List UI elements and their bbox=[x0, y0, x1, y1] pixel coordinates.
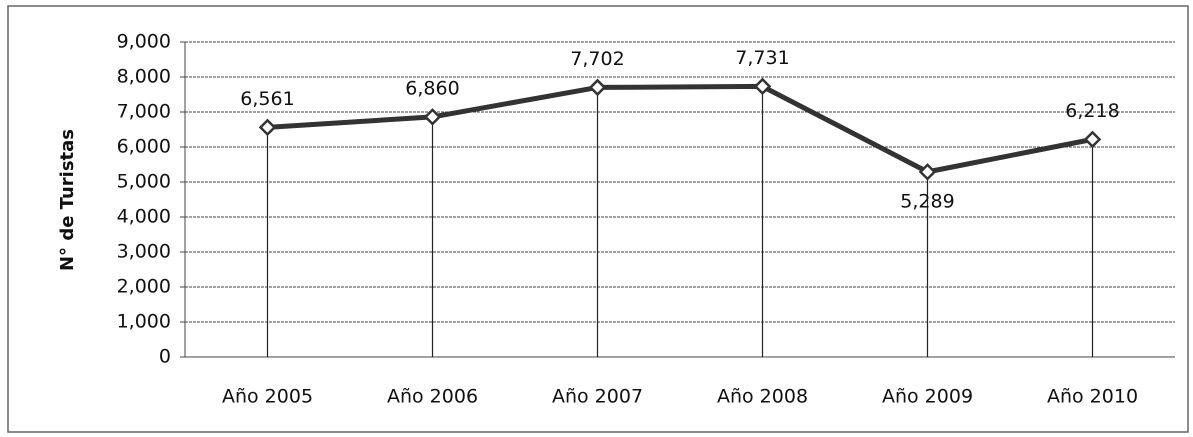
marker bbox=[258, 118, 277, 137]
y-tick-label: 7,000 bbox=[117, 101, 171, 123]
marker bbox=[753, 77, 772, 96]
data-label: 6,561 bbox=[240, 88, 294, 110]
marker bbox=[918, 163, 937, 181]
x-tick-label: Año 2007 bbox=[552, 386, 643, 408]
y-tick-label: 6,000 bbox=[117, 136, 171, 158]
marker bbox=[423, 108, 442, 126]
y-tick-label: 3,000 bbox=[117, 241, 171, 263]
data-label: 6,860 bbox=[405, 77, 459, 99]
data-label: 7,702 bbox=[570, 48, 624, 70]
y-tick-label: 8,000 bbox=[117, 66, 171, 88]
y-tick-label: 1,000 bbox=[117, 311, 171, 333]
x-tick-label: Año 2010 bbox=[1047, 386, 1138, 408]
data-label: 7,731 bbox=[735, 47, 789, 69]
x-tick-label: Año 2009 bbox=[882, 386, 973, 408]
y-axis-label: N° de Turistas bbox=[57, 129, 78, 271]
y-tick-label: 9,000 bbox=[117, 31, 171, 53]
x-tick-label: Año 2006 bbox=[387, 386, 478, 408]
marker bbox=[1083, 130, 1102, 149]
x-tick-label: Año 2008 bbox=[717, 386, 808, 408]
y-tick-label: 2,000 bbox=[117, 276, 171, 298]
data-label: 5,289 bbox=[900, 190, 954, 212]
line bbox=[267, 83, 1093, 175]
y-tick-label: 5,000 bbox=[117, 171, 171, 193]
y-tick-label: 0 bbox=[159, 346, 171, 368]
chart-frame bbox=[7, 5, 1189, 433]
marker bbox=[588, 78, 607, 97]
x-tick-label: Año 2005 bbox=[222, 386, 313, 408]
y-tick-label: 4,000 bbox=[117, 206, 171, 228]
data-label: 6,218 bbox=[1065, 100, 1119, 122]
